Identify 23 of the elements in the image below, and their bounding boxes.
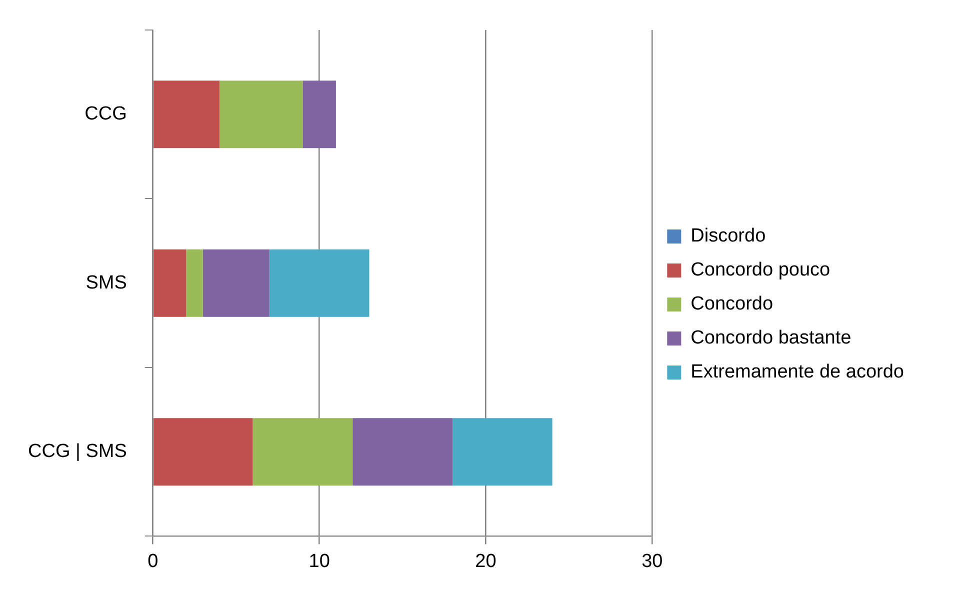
y-tick-label: CCG | SMS: [28, 441, 127, 462]
bar: [452, 418, 552, 486]
x-tick-label: 0: [148, 550, 158, 572]
bar: [302, 80, 336, 148]
bar: [352, 418, 452, 486]
legend-label: Concordo pouco: [690, 260, 830, 281]
bar: [154, 80, 220, 148]
y-tick-label: SMS: [86, 272, 127, 294]
y-tick-label: CCG: [84, 104, 127, 125]
bar: [186, 249, 203, 317]
bar: [154, 249, 186, 317]
legend-label: Concordo: [690, 294, 774, 315]
x-tick-label: 20: [475, 550, 496, 572]
bar: [219, 80, 303, 148]
bar: [154, 418, 253, 486]
bar: [202, 249, 270, 317]
x-tick-label: 10: [308, 550, 330, 572]
legend-label: Concordo bastante: [690, 328, 852, 349]
bar: [269, 249, 370, 317]
x-tick-label: 30: [642, 550, 663, 572]
legend-label: Extremamente de acordo: [690, 362, 904, 383]
bar: [252, 418, 353, 486]
legend-label: Discordo: [690, 226, 766, 247]
